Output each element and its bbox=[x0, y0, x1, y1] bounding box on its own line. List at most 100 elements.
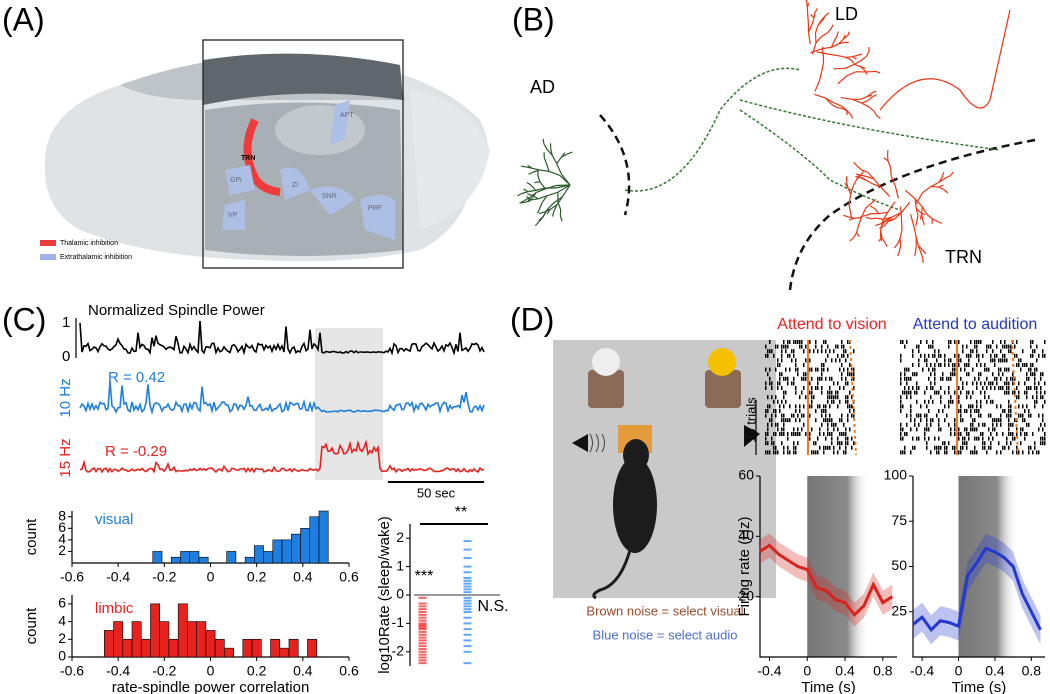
spike bbox=[924, 358, 926, 363]
spike bbox=[1008, 349, 1010, 354]
spike bbox=[1002, 445, 1004, 450]
neurite bbox=[876, 217, 884, 220]
spike bbox=[924, 399, 926, 404]
spike bbox=[926, 441, 928, 446]
spike bbox=[769, 376, 771, 381]
neurite bbox=[534, 221, 540, 227]
spike bbox=[1006, 381, 1008, 386]
spike bbox=[775, 445, 777, 450]
spike bbox=[825, 445, 827, 450]
spike bbox=[998, 358, 1000, 363]
spike bbox=[831, 358, 833, 363]
spike bbox=[906, 413, 908, 418]
spike bbox=[847, 404, 849, 409]
x-tick-label: -0.4 bbox=[910, 663, 934, 679]
spike bbox=[910, 395, 912, 400]
spike bbox=[990, 399, 992, 404]
spike bbox=[785, 367, 787, 372]
spike bbox=[841, 413, 843, 418]
spike bbox=[932, 367, 934, 372]
spike bbox=[817, 376, 819, 381]
spike bbox=[926, 404, 928, 409]
spike bbox=[936, 413, 938, 418]
spike bbox=[966, 390, 968, 395]
spike bbox=[976, 386, 978, 390]
spike bbox=[992, 436, 994, 441]
spike bbox=[958, 450, 960, 455]
neurite bbox=[537, 208, 541, 214]
spike bbox=[968, 436, 970, 441]
spike bbox=[980, 432, 982, 436]
x-tick-label: 0.4 bbox=[293, 663, 313, 679]
spike bbox=[1034, 441, 1036, 446]
spike bbox=[984, 381, 986, 386]
spike bbox=[916, 344, 918, 349]
spike bbox=[938, 418, 940, 423]
spike bbox=[926, 427, 928, 432]
spike bbox=[781, 372, 783, 377]
neurite bbox=[852, 54, 858, 58]
spike bbox=[966, 353, 968, 358]
spike bbox=[942, 376, 944, 381]
spike bbox=[845, 358, 847, 363]
region-label: TRN bbox=[241, 155, 255, 162]
spike bbox=[988, 413, 990, 418]
spike bbox=[831, 418, 833, 423]
neurite bbox=[889, 167, 892, 177]
spike bbox=[1016, 386, 1018, 390]
spike bbox=[996, 381, 998, 386]
spike bbox=[853, 376, 855, 381]
spike bbox=[968, 353, 970, 358]
neurite bbox=[854, 59, 862, 65]
spike bbox=[954, 450, 956, 455]
spike bbox=[853, 441, 855, 446]
neurite bbox=[856, 165, 862, 171]
spike bbox=[1016, 445, 1018, 450]
spike bbox=[910, 450, 912, 455]
neurite bbox=[838, 41, 845, 45]
spike bbox=[988, 344, 990, 349]
spike bbox=[831, 399, 833, 404]
spike bbox=[795, 363, 797, 367]
spike bbox=[793, 376, 795, 381]
spike bbox=[773, 441, 775, 446]
spike bbox=[968, 404, 970, 409]
chart-title: visual bbox=[95, 511, 133, 528]
spindle-trace bbox=[79, 439, 485, 474]
spike bbox=[773, 445, 775, 450]
spike bbox=[978, 353, 980, 358]
spike bbox=[938, 353, 940, 358]
spike bbox=[976, 381, 978, 386]
spike bbox=[1032, 372, 1034, 377]
spike bbox=[926, 413, 928, 418]
spike bbox=[934, 363, 936, 367]
spike bbox=[1042, 349, 1044, 354]
spike bbox=[938, 363, 940, 367]
histogram-bar bbox=[104, 630, 114, 658]
spike bbox=[932, 418, 934, 423]
neurite bbox=[873, 178, 882, 188]
neurite bbox=[546, 208, 551, 215]
spike bbox=[841, 340, 843, 344]
spike bbox=[952, 367, 954, 372]
spike bbox=[1010, 422, 1012, 427]
spike bbox=[906, 340, 908, 344]
spike bbox=[1008, 427, 1010, 432]
spike bbox=[841, 418, 843, 423]
spike bbox=[906, 422, 908, 427]
spike bbox=[783, 404, 785, 409]
spike bbox=[1014, 418, 1016, 423]
neurite bbox=[842, 108, 848, 112]
spike bbox=[825, 418, 827, 423]
spike bbox=[813, 395, 815, 400]
spike bbox=[910, 418, 912, 423]
spike bbox=[972, 367, 974, 372]
spike bbox=[958, 386, 960, 390]
spike bbox=[769, 340, 771, 344]
spike bbox=[853, 367, 855, 372]
neurite bbox=[842, 34, 846, 40]
spike bbox=[1042, 418, 1044, 423]
spike bbox=[771, 413, 773, 418]
histogram-bar bbox=[140, 638, 151, 658]
spike bbox=[811, 427, 813, 432]
